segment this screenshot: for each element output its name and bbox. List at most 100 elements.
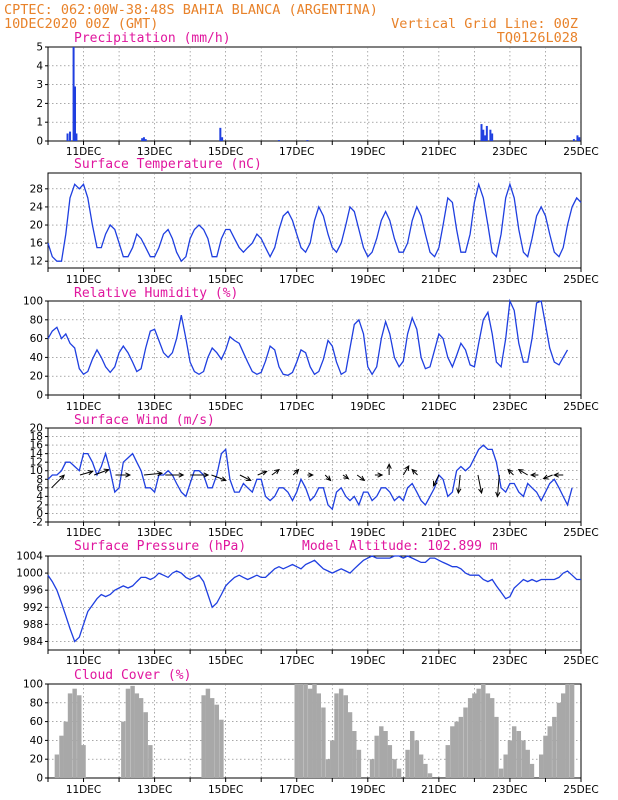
precip-bar <box>480 124 483 141</box>
wind-arrow-shaft <box>94 469 109 476</box>
wind-xtick-label: 17DEC <box>279 527 314 539</box>
rh-title: Relative Humidity (%) <box>74 286 238 301</box>
cloud-xtick-label: 17DEC <box>279 784 314 796</box>
cloud-bar <box>325 759 331 778</box>
cloud-ytick-label: 20 <box>30 754 43 766</box>
wind-arrow-head <box>274 468 280 475</box>
cloud-bar <box>525 749 530 778</box>
wind-xtick-label: 23DEC <box>492 527 527 539</box>
precip-xtick-label: 13DEC <box>137 146 172 158</box>
wind-frame <box>47 427 582 523</box>
cloud-bar <box>77 695 82 778</box>
cloud-ytick-label: 60 <box>30 716 43 728</box>
wind-arrow-shaft <box>543 474 553 480</box>
cloud-bar <box>423 763 428 778</box>
wind-arrow-shaft <box>211 474 227 481</box>
precip-bar <box>141 138 144 141</box>
wind-arrow-head <box>178 472 185 478</box>
wind-arrow-head <box>220 476 227 482</box>
temp-xtick-label: 23DEC <box>492 274 527 286</box>
temp-xtick-label: 25DEC <box>563 274 598 286</box>
precip-bar <box>578 137 581 141</box>
temp-frame <box>47 172 582 269</box>
cloud-bar <box>72 688 77 778</box>
cloud-bar <box>121 721 126 778</box>
temp-series-line <box>47 181 582 263</box>
cloud-bar <box>294 684 299 778</box>
cloud-bar <box>138 698 144 778</box>
temp-ytick-label: 28 <box>30 183 43 195</box>
temp-xtick-label: 13DEC <box>137 274 172 286</box>
cloud-bar <box>556 702 562 778</box>
wind-ytick-label: 8 <box>36 474 43 486</box>
cloud-bar <box>418 754 424 778</box>
cloud-bar <box>547 726 552 778</box>
rh-xtick-label: 11DEC <box>66 401 101 413</box>
pres-ytick-label: 1000 <box>16 568 43 580</box>
cloud-bar <box>454 721 459 778</box>
wind-arrow-head <box>456 488 462 495</box>
pres-xtick-label: 13DEC <box>137 655 172 667</box>
wind-arrows <box>51 463 564 498</box>
cloud-xtick-label: 13DEC <box>137 784 172 796</box>
wind-ytick-label: 0 <box>36 508 43 520</box>
precip-bar <box>576 135 579 141</box>
precip-ytick-label: 4 <box>36 60 43 72</box>
precip-frame <box>47 46 582 142</box>
wind-ytick-label: 12 <box>30 457 43 469</box>
wind-xtick-label: 11DEC <box>66 527 101 539</box>
cloud-bar <box>387 745 393 778</box>
precip-ytick-label: 5 <box>36 42 43 54</box>
wind-arrow-shaft <box>257 470 267 476</box>
wind-arrow-shaft <box>433 474 440 487</box>
temp-title: Surface Temperature (nC) <box>74 157 262 172</box>
precip-bar <box>277 140 280 141</box>
wind-arrow-shaft <box>51 474 65 489</box>
cloud-bar <box>59 735 64 778</box>
wind-xtick-label: 15DEC <box>208 527 243 539</box>
wind-ytick-label: 6 <box>36 482 43 494</box>
pres-frame <box>47 555 582 651</box>
precip-bar <box>219 127 222 141</box>
wind-arrow-head <box>495 491 501 498</box>
cloud-bar <box>463 707 468 778</box>
precip-bar <box>485 125 488 141</box>
rh-panel: 0 20 40 60 80 100 11DEC 13DEC 15DEC 17DEC 19DEC 21D… <box>23 286 599 413</box>
wind-ytick-label: 18 <box>30 431 43 443</box>
cloud-ytick-label: 100 <box>23 679 43 691</box>
rh-xtick-label: 21DEC <box>421 401 456 413</box>
precip-xtick-label: 19DEC <box>350 146 385 158</box>
wind-arrow-head <box>542 474 549 480</box>
cloud-ytick-label: 40 <box>30 735 43 747</box>
wind-ytick-label: 2 <box>36 499 43 511</box>
pres-panel: 984 988 992 996 1000 1004 11DEC 13DEC 15DEC 17DEC… <box>16 539 598 667</box>
precip-bar <box>66 133 69 141</box>
cloud-bar <box>561 693 566 778</box>
cloud-ytick-label: 80 <box>30 697 43 709</box>
header-grid-note: Vertical Grid Line: 00Z <box>391 16 578 32</box>
rh-ytick-label: 60 <box>30 333 43 345</box>
wind-arrow-head <box>325 475 332 482</box>
wind-ytick-label: 10 <box>30 465 43 477</box>
cloud-bar <box>374 735 379 778</box>
cloud-bar <box>392 759 397 778</box>
wind-arrow-shaft <box>518 469 528 476</box>
wind-arrow-head <box>553 472 559 478</box>
wind-xtick-label: 19DEC <box>350 527 385 539</box>
cloud-xtick-label: 25DEC <box>563 784 598 796</box>
cloud-bar <box>409 731 415 778</box>
cloud-bar <box>143 712 148 778</box>
cloud-bar <box>298 684 304 778</box>
cloud-title: Cloud Cover (%) <box>74 668 191 683</box>
cloud-bar <box>312 684 317 778</box>
cloud-bar <box>209 698 215 778</box>
wind-arrow-head <box>377 472 384 478</box>
cloud-xtick-label: 15DEC <box>208 784 243 796</box>
rh-xtick-label: 19DEC <box>350 401 385 413</box>
cloud-bar <box>338 688 344 778</box>
cloud-bar <box>529 763 535 778</box>
cloud-bar <box>489 698 495 778</box>
precip-ytick-label: 0 <box>36 136 43 148</box>
cloud-bar <box>516 731 522 778</box>
wind-arrow-head <box>293 468 300 475</box>
